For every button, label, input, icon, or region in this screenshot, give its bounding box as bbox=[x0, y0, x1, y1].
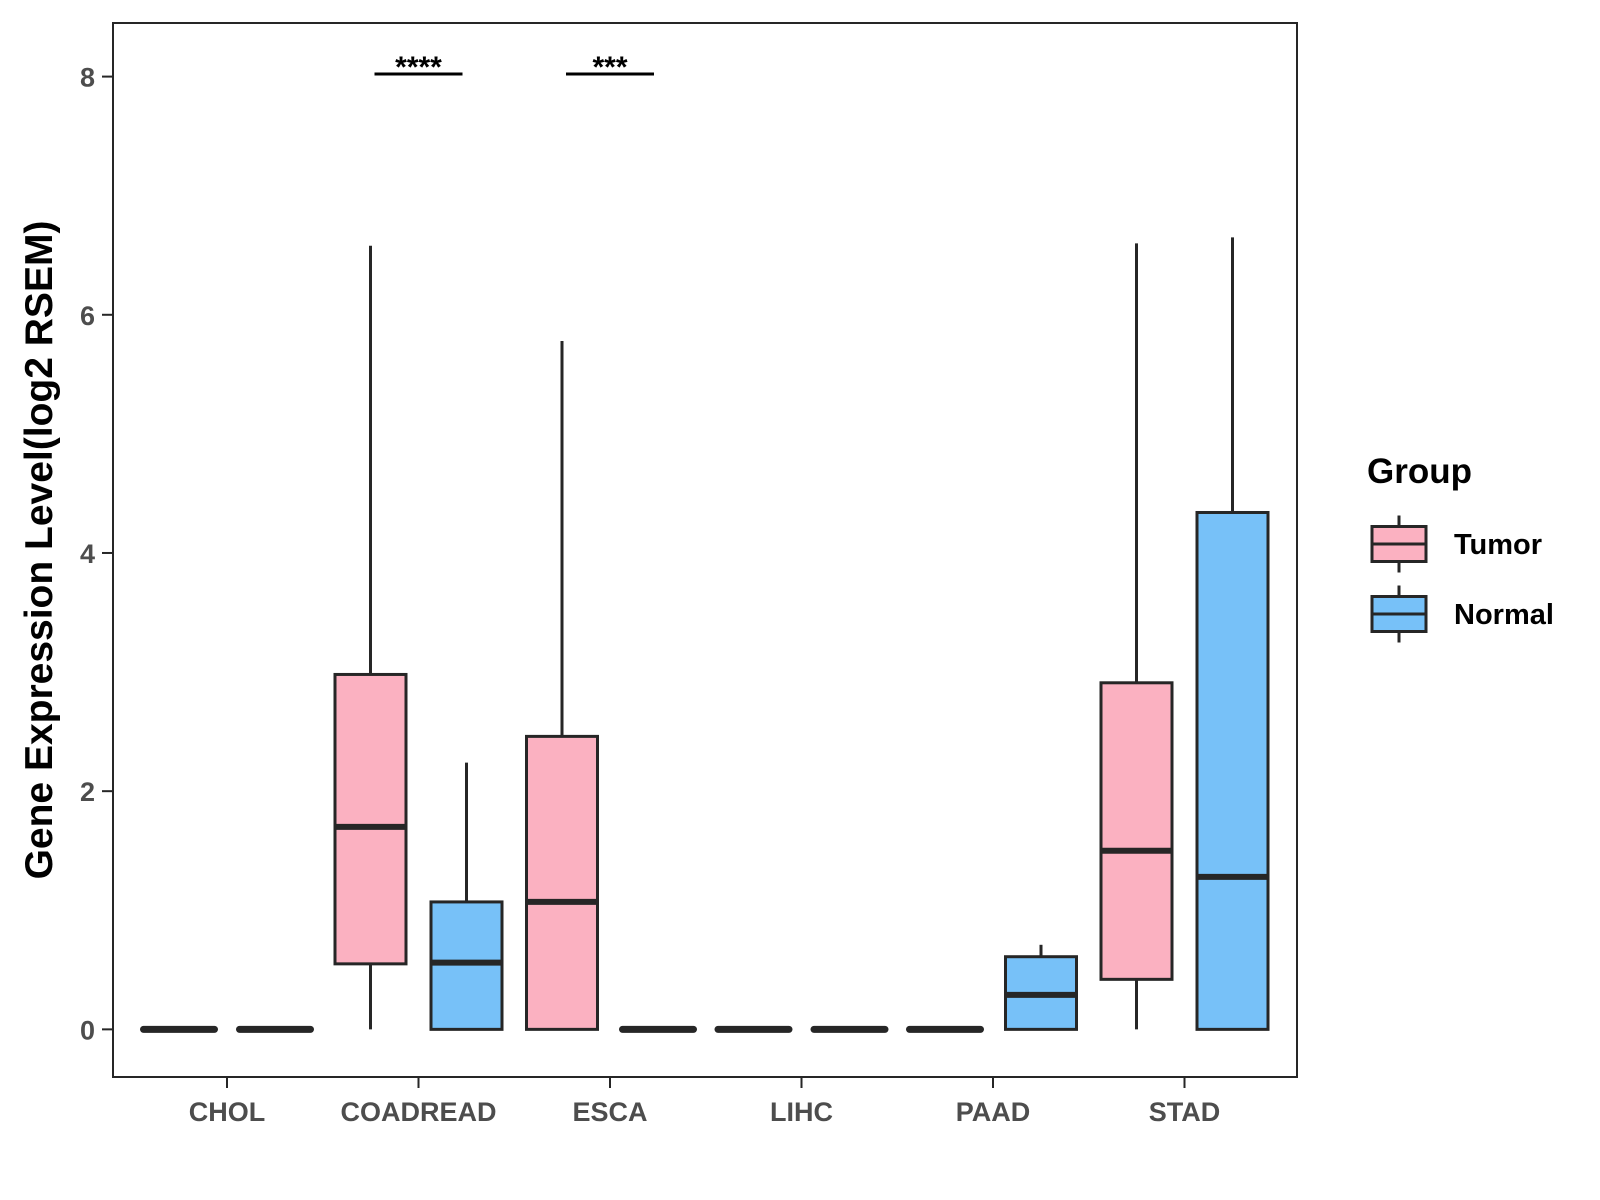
box-body bbox=[333, 672, 408, 966]
legend-title: Group bbox=[1367, 452, 1472, 491]
legend-label-normal: Normal bbox=[1454, 599, 1554, 631]
box-normal-coadread bbox=[429, 762, 504, 1031]
y-tick-label: 0 bbox=[80, 1015, 95, 1045]
x-tick-label: COADREAD bbox=[340, 1097, 496, 1127]
significance-label: **** bbox=[395, 51, 442, 84]
box-body bbox=[1099, 681, 1174, 981]
y-tick-label: 6 bbox=[80, 301, 95, 331]
x-tick-label: PAAD bbox=[956, 1097, 1031, 1127]
y-tick-label: 8 bbox=[80, 63, 95, 93]
legend: Group Tumor Normal bbox=[1367, 452, 1554, 643]
y-tick-label: 4 bbox=[80, 539, 95, 569]
box-body bbox=[1195, 510, 1270, 1031]
legend-key-tumor bbox=[1370, 515, 1428, 573]
x-tick-label: ESCA bbox=[572, 1097, 647, 1127]
y-tick-label: 2 bbox=[80, 777, 95, 807]
y-axis: 0 2 4 6 8 bbox=[80, 63, 113, 1045]
box-tumor-coadread bbox=[333, 245, 408, 1030]
box-normal-paad bbox=[1004, 944, 1078, 1031]
x-tick-label: CHOL bbox=[189, 1097, 266, 1127]
significance-label: *** bbox=[592, 51, 627, 84]
box-normal-stad bbox=[1195, 237, 1270, 1031]
y-axis-title: Gene Expression Level(log2 RSEM) bbox=[18, 221, 61, 880]
plot-area: **** *** bbox=[112, 22, 1298, 1078]
legend-key-normal bbox=[1370, 585, 1428, 643]
box-tumor-stad bbox=[1099, 243, 1174, 1030]
x-axis: CHOL COADREAD ESCA LIHC PAAD STAD bbox=[189, 1077, 1221, 1127]
box-body bbox=[525, 734, 599, 1031]
x-tick-label: STAD bbox=[1149, 1097, 1221, 1127]
legend-label-tumor: Tumor bbox=[1454, 529, 1542, 561]
x-tick-label: LIHC bbox=[770, 1097, 833, 1127]
panel-border bbox=[112, 22, 1298, 1078]
box-tumor-esca bbox=[525, 340, 599, 1031]
